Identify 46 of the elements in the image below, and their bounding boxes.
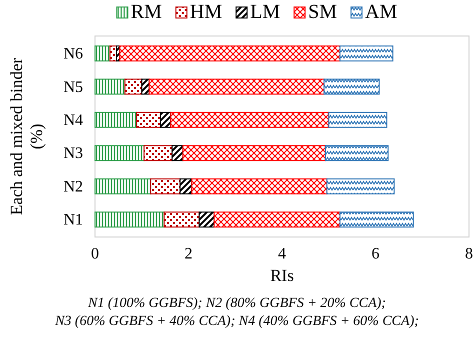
bar <box>191 178 328 194</box>
bar <box>339 212 414 228</box>
legend-label: HM <box>190 1 222 23</box>
bar <box>324 145 389 162</box>
legend-label: AM <box>365 1 398 23</box>
bar <box>170 112 330 128</box>
bar <box>328 112 388 128</box>
legend-label: LM <box>250 1 280 23</box>
bar <box>136 112 161 128</box>
legend-label: RM <box>130 1 162 23</box>
x-tick-label: 0 <box>91 245 99 262</box>
bar <box>94 112 138 128</box>
bar <box>339 45 394 62</box>
x-tick-label: 8 <box>465 245 473 262</box>
bar <box>326 178 395 194</box>
bar <box>172 145 184 162</box>
bar <box>119 45 340 62</box>
text: N3 (60% GGBFS + 40% CCA); N4 (40% GGBFS + 60% CCA); <box>54 314 419 329</box>
bar <box>94 212 165 228</box>
bar <box>214 212 340 228</box>
y-axis-title: Each and mixed binder (%) <box>7 58 46 216</box>
y-tick-label: N1 <box>63 212 83 229</box>
y-tick-label: N6 <box>63 46 83 63</box>
bar <box>94 45 110 62</box>
bar <box>182 145 326 162</box>
x-axis-title: RIs <box>270 266 294 285</box>
y-tick-label: N5 <box>63 78 83 96</box>
x-tick-label: 2 <box>184 245 192 262</box>
bar <box>164 212 200 228</box>
bar <box>144 145 173 162</box>
bar <box>198 212 215 228</box>
bar <box>148 78 325 95</box>
text: N1 (100% GGBFS); N2 (80% GGBFS + 20% CCA); <box>87 296 386 311</box>
bar <box>94 78 126 95</box>
y-tick-label: N2 <box>63 178 83 196</box>
y-tick-label: N4 <box>63 112 83 130</box>
x-tick-label: 6 <box>372 245 380 262</box>
bar <box>324 78 380 95</box>
y-tick-label: N3 <box>63 145 83 162</box>
bar <box>180 178 192 194</box>
x-tick-label: 4 <box>278 245 286 262</box>
legend-label: SM <box>308 1 338 23</box>
bar <box>94 145 145 162</box>
bar <box>150 178 181 194</box>
bar <box>94 178 152 194</box>
bar <box>124 78 142 95</box>
